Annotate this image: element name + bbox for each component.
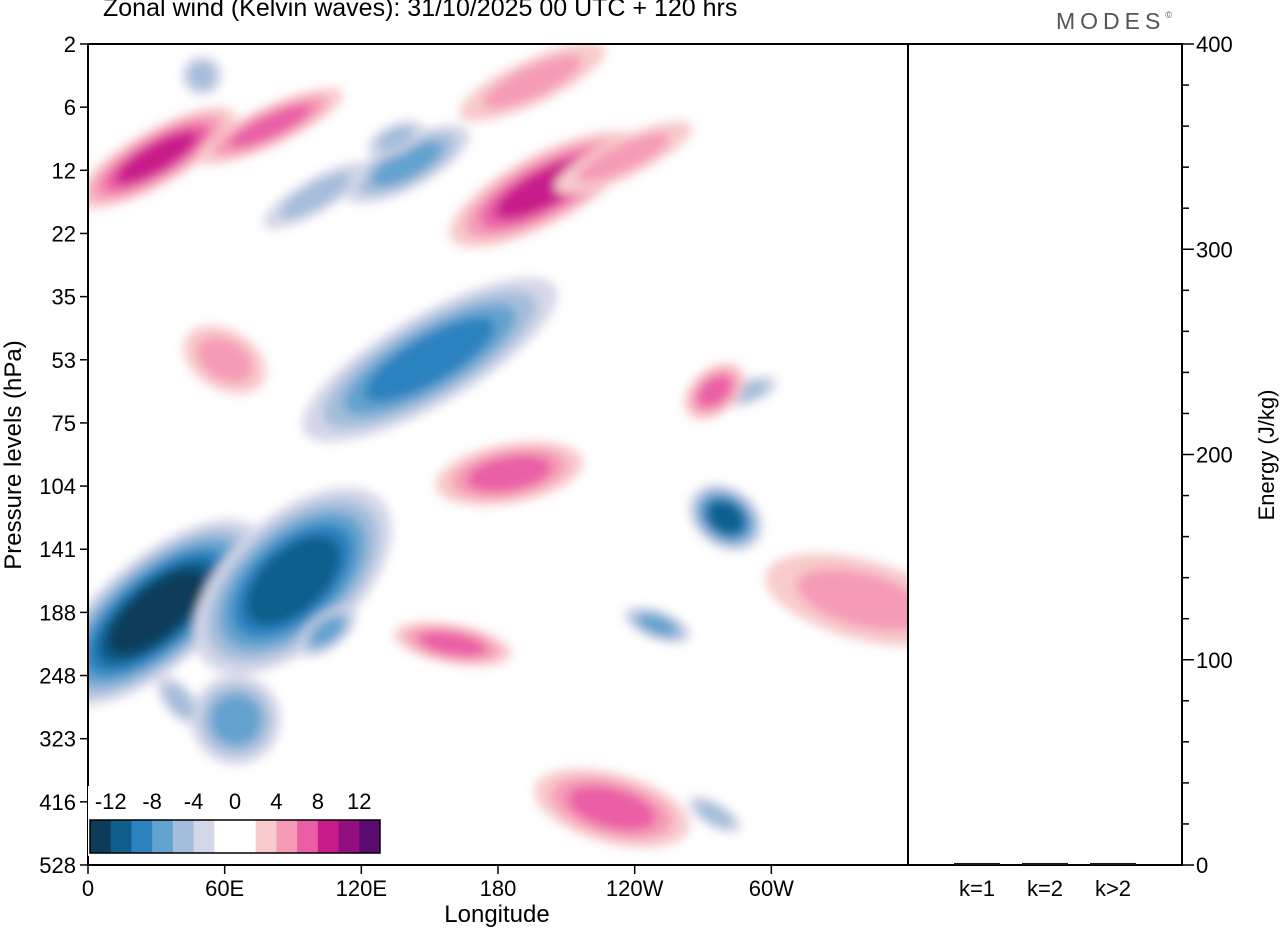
colorbar-swatch [338, 820, 360, 853]
easterly-contour-band [280, 172, 352, 219]
colorbar-swatch [193, 820, 215, 853]
colorbar-label: 12 [347, 789, 371, 814]
energy-bar [954, 862, 1000, 865]
colorbar-label: 8 [312, 789, 324, 814]
energy-panel-frame [907, 43, 1183, 866]
chart-title: Zonal wind (Kelvin waves): 31/10/2025 00… [103, 0, 738, 22]
westerly-contour-band [467, 455, 552, 492]
easterly-contour-band [107, 569, 205, 656]
energy-bars: k=1 k=2 k>2 [954, 862, 1136, 901]
colorbar-swatch [131, 820, 153, 853]
x-tick-label: 60E [205, 876, 244, 901]
easterly-contour-band [638, 614, 677, 636]
x-tick-label: 120E [336, 876, 387, 901]
pressure-axis: 2 6 12 22 35 53 75 104 141 188 248 323 416 528 [39, 32, 88, 878]
x-tick-label: 60W [749, 876, 794, 901]
westerly-contour-band [196, 336, 253, 383]
colorbar-frame [89, 819, 381, 854]
westerly-contour-band [697, 375, 732, 408]
y-tick-label: 75 [52, 411, 76, 436]
easterly-contour-band [188, 62, 216, 90]
colorbar-swatch [214, 820, 236, 853]
y-tick-label: 528 [39, 853, 76, 878]
easterly-contour-band [708, 501, 744, 534]
contour-layers [88, 44, 908, 848]
westerly-contour-band [228, 104, 312, 148]
westerly-contour-band [418, 631, 486, 657]
longitude-axis: 0 60E 120E 180 120W 60W [82, 865, 794, 901]
x-axis-label: Longitude [444, 901, 549, 928]
x-tick-label: 0 [82, 876, 94, 901]
y-tick-label: 53 [52, 348, 76, 373]
easterly-contour-band [163, 683, 195, 718]
energy-axis: 0 100 200 300 400 [1182, 32, 1233, 878]
colorbar-label: -8 [142, 789, 162, 814]
colorbar-swatch [359, 820, 381, 853]
energy-bar [1022, 862, 1068, 865]
colorbar-swatch [255, 820, 277, 853]
colorbar-swatch [90, 820, 112, 853]
easterly-contour-band [696, 801, 733, 827]
y-tick-label: 104 [39, 474, 76, 499]
y-tick-label: 416 [39, 790, 76, 815]
colorbar-legend: -12 -8 -4 0 4 8 12 [88, 786, 382, 856]
easterly-contour-band [364, 317, 496, 402]
colorbar-swatch [297, 820, 319, 853]
colorbar-swatch [276, 820, 298, 853]
y-tick-label: 248 [39, 664, 76, 689]
y-tick-label: 141 [39, 537, 76, 562]
easterly-contour-band [376, 126, 415, 152]
energy-tick-label: 300 [1196, 237, 1233, 262]
energy-axis-label: Energy (J/kg) [1254, 390, 1279, 521]
energy-bar-label: k=1 [959, 876, 995, 901]
y-axis-label: Pressure levels (hPa) [0, 340, 27, 569]
y-tick-label: 188 [39, 600, 76, 625]
easterly-contour-band [210, 694, 262, 746]
energy-tick-label: 400 [1196, 32, 1233, 57]
colorbar-swatch [235, 820, 257, 853]
colorbar-swatch [110, 820, 132, 853]
easterly-contour-band [245, 535, 341, 626]
modes-logo: MODES© [1056, 8, 1172, 35]
x-tick-label: 180 [480, 876, 517, 901]
westerly-contour-band [577, 133, 670, 183]
westerly-contour-band [796, 568, 908, 632]
energy-bar-label: k>2 [1095, 876, 1131, 901]
westerly-contour-band [115, 131, 197, 184]
contour-field [88, 44, 908, 848]
energy-tick-label: 0 [1196, 853, 1208, 878]
colorbar-label: -4 [184, 789, 204, 814]
y-tick-label: 323 [39, 727, 76, 752]
colorbar-swatch [317, 820, 339, 853]
colorbar-label: 4 [270, 789, 282, 814]
y-tick-label: 35 [52, 285, 76, 310]
colorbar-swatch [152, 820, 174, 853]
y-tick-label: 22 [52, 221, 76, 246]
y-tick-label: 6 [64, 95, 76, 120]
energy-bar [1090, 862, 1136, 865]
energy-tick-label: 100 [1196, 648, 1233, 673]
westerly-contour-band [482, 55, 582, 109]
colorbar-label: 0 [229, 789, 241, 814]
logo-mark: © [1165, 10, 1172, 20]
y-tick-label: 2 [64, 32, 76, 57]
logo-text: MODES [1056, 8, 1166, 34]
energy-bar-label: k=2 [1027, 876, 1063, 901]
energy-tick-label: 200 [1196, 443, 1233, 468]
colorbar-label: -12 [95, 789, 127, 814]
y-tick-label: 12 [52, 158, 76, 183]
westerly-contour-band [567, 785, 656, 831]
easterly-contour-band [310, 616, 344, 646]
x-tick-label: 120W [606, 876, 664, 901]
easterly-contour-band [371, 141, 443, 187]
colorbar-swatch [172, 820, 194, 853]
